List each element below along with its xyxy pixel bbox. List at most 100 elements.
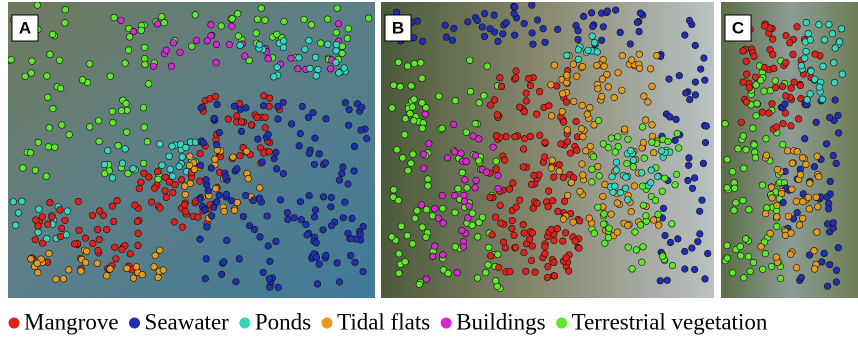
- sample-point: [529, 243, 536, 250]
- sample-point: [82, 235, 89, 242]
- sample-point: [740, 133, 747, 140]
- legend-label: Ponds: [255, 309, 311, 334]
- sample-point: [811, 247, 818, 254]
- sample-point: [291, 215, 298, 222]
- sample-point: [742, 236, 749, 243]
- sample-point: [312, 207, 319, 214]
- sample-point: [724, 156, 731, 163]
- sample-point: [579, 161, 586, 168]
- sample-point: [534, 200, 541, 207]
- sample-point: [589, 166, 596, 173]
- sample-point: [211, 115, 218, 122]
- sample-point: [451, 192, 458, 199]
- sample-point: [772, 84, 779, 91]
- sample-point: [445, 270, 452, 277]
- sample-point: [20, 165, 27, 172]
- sample-point: [554, 225, 561, 232]
- sample-point: [57, 207, 64, 214]
- sample-point: [527, 133, 534, 140]
- sample-point: [738, 119, 745, 126]
- sample-point: [778, 190, 785, 197]
- sample-point: [595, 204, 602, 211]
- sample-point: [439, 205, 446, 212]
- sample-point: [35, 139, 42, 146]
- sample-point: [334, 5, 341, 12]
- sample-point: [495, 38, 502, 45]
- sample-point: [636, 51, 643, 58]
- sample-point: [395, 197, 402, 204]
- sample-point: [89, 212, 96, 219]
- sample-point: [598, 37, 605, 44]
- sample-point: [140, 160, 147, 167]
- sample-point: [155, 176, 162, 183]
- sample-point: [397, 83, 404, 90]
- sample-point: [655, 222, 662, 229]
- sample-point: [814, 153, 821, 160]
- sample-point: [138, 179, 145, 186]
- legend-marker: [322, 318, 333, 329]
- sample-point: [664, 277, 671, 284]
- sample-point: [532, 269, 539, 276]
- sample-point: [328, 222, 335, 229]
- sample-point: [109, 175, 116, 182]
- sample-point: [127, 251, 134, 258]
- sample-point: [659, 188, 666, 195]
- sample-point: [729, 169, 736, 176]
- legend-marker: [9, 318, 20, 329]
- sample-point: [258, 5, 265, 12]
- sample-point: [429, 253, 436, 260]
- sample-point: [58, 225, 65, 232]
- sample-point: [197, 178, 204, 185]
- sample-point: [198, 105, 205, 112]
- sample-point: [36, 206, 43, 213]
- sample-point: [495, 172, 502, 179]
- sample-point: [409, 104, 416, 111]
- sample-point: [783, 32, 790, 39]
- sample-point: [425, 176, 432, 183]
- sample-point: [780, 141, 787, 148]
- sample-point: [182, 208, 189, 215]
- sample-point: [672, 137, 679, 144]
- sample-point: [39, 214, 46, 221]
- sample-point: [418, 202, 425, 209]
- sample-point: [526, 236, 533, 243]
- sample-point: [564, 127, 571, 134]
- sample-point: [12, 222, 19, 229]
- sample-point: [328, 204, 335, 211]
- sample-point: [464, 185, 471, 192]
- sample-point: [559, 108, 566, 115]
- sample-point: [82, 259, 89, 266]
- sample-point: [758, 243, 765, 250]
- sample-point: [570, 219, 577, 226]
- sample-point: [839, 71, 846, 78]
- sample-point: [558, 141, 565, 148]
- sample-point: [576, 245, 583, 252]
- sample-point: [763, 152, 770, 159]
- sample-point: [601, 63, 608, 70]
- sample-point: [311, 214, 318, 221]
- sample-point: [181, 201, 188, 208]
- sample-point: [481, 33, 488, 40]
- sample-point: [320, 194, 327, 201]
- sample-point: [357, 231, 364, 238]
- sample-point: [71, 241, 78, 248]
- sample-point: [479, 24, 486, 31]
- sample-point: [96, 208, 103, 215]
- sample-point: [600, 24, 607, 31]
- sample-point: [773, 124, 780, 131]
- sample-point: [53, 276, 60, 283]
- sample-point: [75, 198, 82, 205]
- sample-point: [625, 222, 632, 229]
- sample-point: [192, 12, 199, 19]
- sample-point: [132, 202, 139, 209]
- sample-point: [166, 153, 173, 160]
- sample-point: [431, 205, 438, 212]
- sample-point: [762, 250, 769, 257]
- sample-point: [682, 266, 689, 273]
- sample-point: [599, 76, 606, 83]
- sample-point: [452, 209, 459, 216]
- sample-point: [633, 247, 640, 254]
- sample-point: [43, 173, 50, 180]
- sample-point: [205, 187, 212, 194]
- sample-point: [28, 256, 35, 263]
